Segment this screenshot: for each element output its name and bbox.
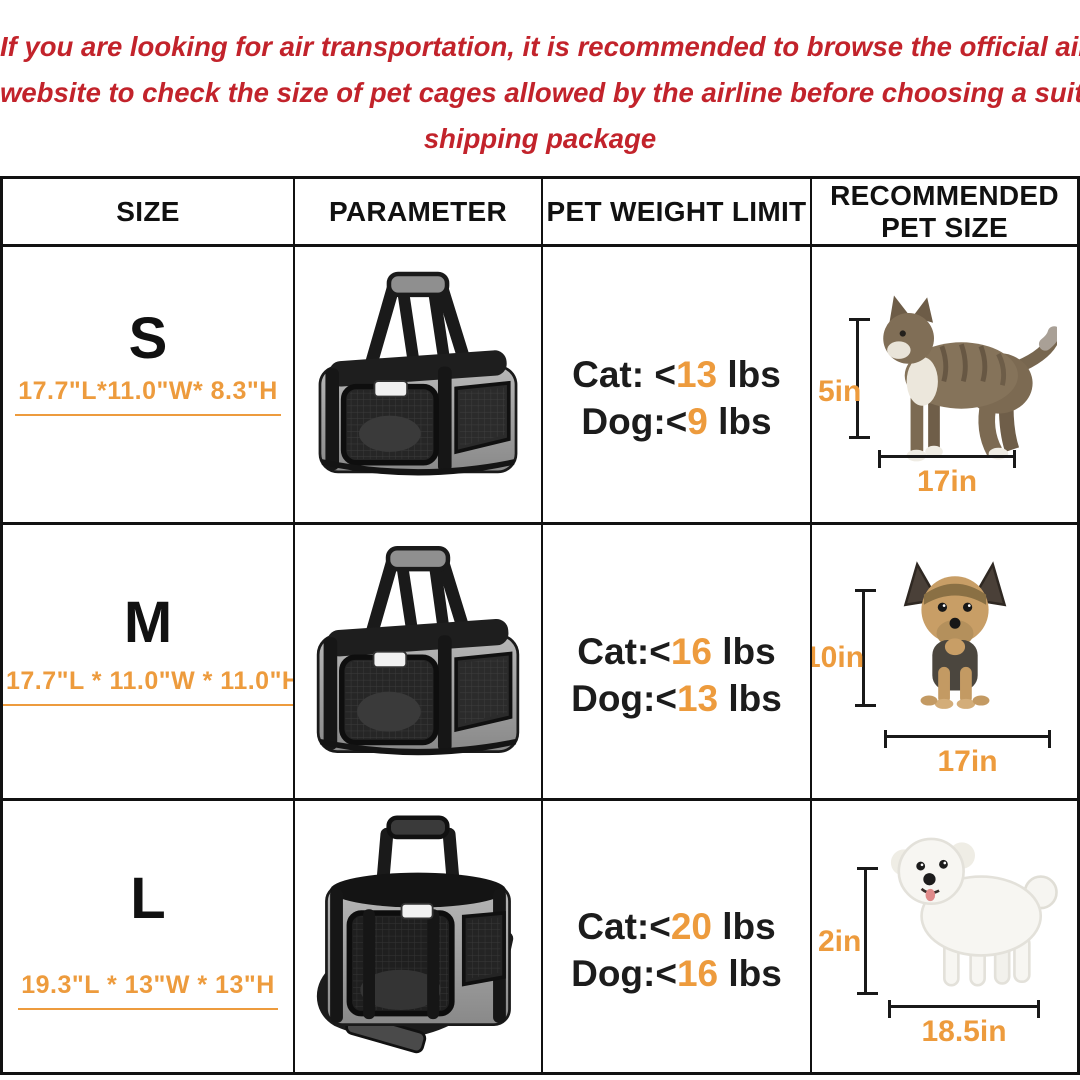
size-cell-s: S 17.7"L*11.0"W* 8.3"H — [3, 247, 295, 525]
length-dimension-line — [884, 730, 1051, 748]
notice-line-1: If you are looking for air transportatio… — [0, 31, 1080, 62]
header-cell-parameter: PARAMETER — [295, 179, 543, 247]
white-dog-photo — [876, 821, 1060, 1002]
height-dimension-line — [857, 867, 878, 995]
carrier-dimensions-m: 17.7"L * 11.0"W * 11.0"H — [3, 667, 293, 706]
size-cell-l: L 19.3"L * 13"W * 13"H — [3, 801, 295, 1072]
header-cell-recommended-pet-size: RECOMMENDED PET SIZE — [812, 179, 1077, 247]
pet-cell-m: 10in 17in — [812, 525, 1077, 801]
dog-weight-limit: Dog:<9 lbs — [581, 400, 772, 442]
pet-cell-l: 2in 18.5in — [812, 801, 1077, 1072]
dog-weight-limit: Dog:<13 lbs — [571, 677, 782, 719]
weight-cell-s: Cat: <13 lbs Dog:<9 lbs — [543, 247, 812, 525]
carrier-photo-medium — [300, 528, 536, 795]
pet-length-label: 17in — [937, 745, 998, 778]
pet-height-label: 5in — [818, 375, 862, 408]
cat-weight-limit: Cat:<16 lbs — [577, 630, 776, 672]
carrier-photo-large — [299, 801, 537, 1072]
size-letter-s: S — [128, 306, 168, 371]
size-cell-m: M 17.7"L * 11.0"W * 11.0"H — [3, 525, 295, 801]
weight-cell-l: Cat:<20 lbs Dog:<16 lbs — [543, 801, 812, 1072]
pet-height-label: 2in — [818, 925, 862, 958]
pet-height-label: 10in — [812, 641, 865, 674]
header-cell-pet-weight-limit: PET WEIGHT LIMIT — [543, 179, 812, 247]
header-cell-size: SIZE — [3, 179, 295, 247]
carrier-photo-small — [300, 254, 536, 515]
parameter-cell-m — [295, 525, 543, 801]
height-dimension-line — [855, 589, 876, 707]
cat-weight-limit: Cat:<20 lbs — [577, 905, 776, 947]
pet-length-label: 18.5in — [921, 1015, 1007, 1048]
size-letter-m: M — [123, 590, 173, 655]
height-dimension-line — [849, 318, 870, 439]
size-letter-l: L — [130, 866, 166, 931]
cat-photo — [852, 273, 1061, 483]
size-chart-table: SIZE PARAMETER PET WEIGHT LIMIT RECOMMEN… — [0, 176, 1080, 1075]
parameter-cell-s — [295, 247, 543, 525]
pet-length-label: 17in — [916, 465, 978, 498]
pet-cell-s: 5in 17in — [812, 247, 1077, 525]
yorkie-photo — [892, 559, 1018, 716]
cat-weight-limit: Cat: <13 lbs — [572, 353, 781, 395]
dog-weight-limit: Dog:<16 lbs — [571, 952, 782, 994]
length-dimension-line — [888, 1000, 1040, 1018]
weight-cell-m: Cat:<16 lbs Dog:<13 lbs — [543, 525, 812, 801]
air-transport-notice: If you are looking for air transportatio… — [0, 0, 1080, 176]
notice-line-3: shipping package — [423, 123, 657, 154]
carrier-dimensions-s: 17.7"L*11.0"W* 8.3"H — [3, 377, 293, 416]
carrier-dimensions-l: 19.3"L * 13"W * 13"H — [3, 971, 293, 1010]
notice-line-2: website to check the size of pet cages a… — [0, 77, 1080, 108]
length-dimension-line — [878, 450, 1016, 468]
parameter-cell-l — [295, 801, 543, 1072]
